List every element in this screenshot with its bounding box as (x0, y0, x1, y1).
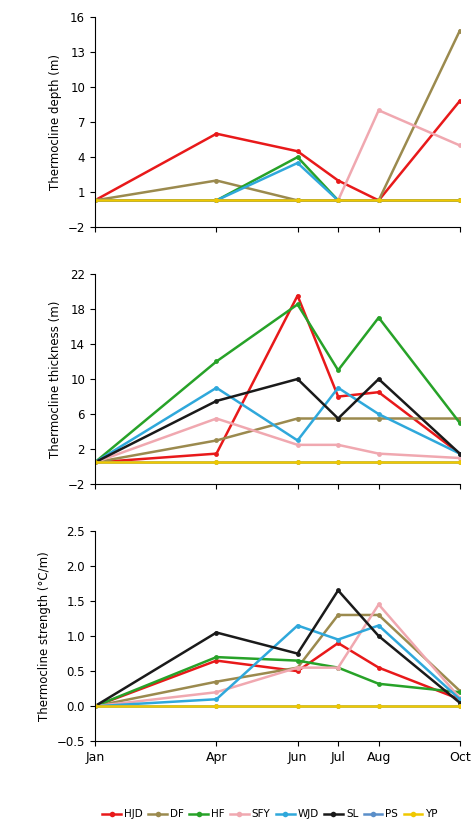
Legend: HJD, DF, HF, SFY, WJD, SL, PS, YP: HJD, DF, HF, SFY, WJD, SL, PS, YP (98, 806, 442, 824)
Y-axis label: Thermocline strength (°C/m): Thermocline strength (°C/m) (38, 551, 51, 721)
Y-axis label: Thermocline thickness (m): Thermocline thickness (m) (49, 301, 62, 457)
Y-axis label: Thermocline depth (m): Thermocline depth (m) (49, 54, 62, 190)
